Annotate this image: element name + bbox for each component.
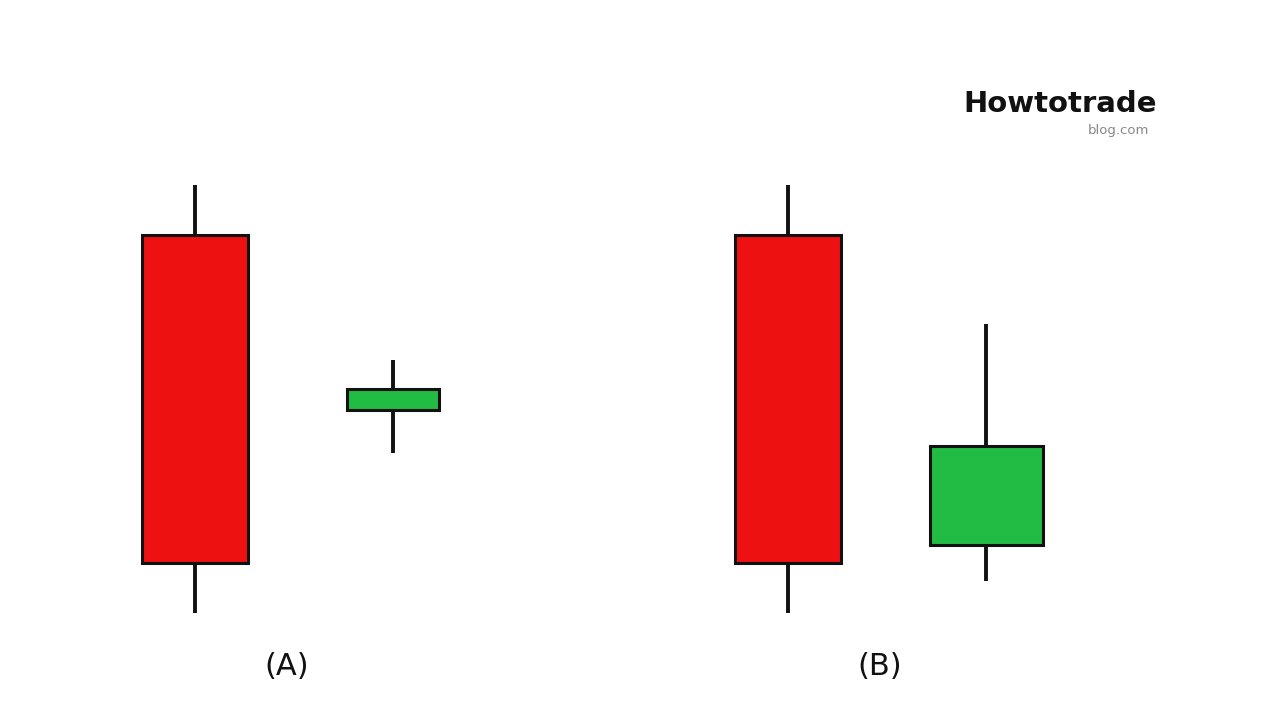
Bar	[929, 446, 1042, 545]
Text: Howtotrade: Howtotrade	[964, 90, 1157, 118]
Bar	[735, 235, 841, 563]
Text: (B): (B)	[858, 652, 902, 680]
Text: (A): (A)	[265, 652, 310, 680]
Bar	[142, 235, 248, 563]
Bar	[347, 389, 439, 410]
Text: blog.com: blog.com	[1088, 124, 1149, 137]
